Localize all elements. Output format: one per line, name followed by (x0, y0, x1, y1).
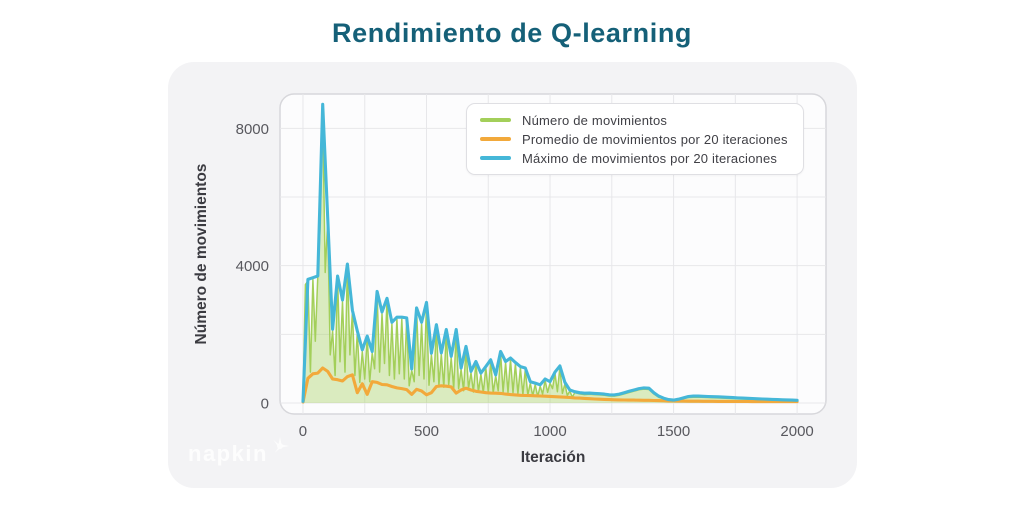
legend-label: Número de movimientos (522, 112, 668, 128)
tick-labels: 0 500 1000 1500 2000 0 4000 8000 (236, 121, 814, 440)
watermark-text: napkin (188, 441, 268, 466)
x-axis-title: Iteración (521, 449, 586, 466)
series-area-numero-de-movimientos (303, 111, 798, 403)
x-tick-label-1000: 1000 (533, 423, 566, 440)
watermark-splash-icon (273, 437, 289, 453)
x-tick-label-500: 500 (414, 423, 439, 440)
y-tick-label-4000: 4000 (236, 258, 269, 275)
series-layer (301, 102, 799, 404)
x-tick-label-2000: 2000 (780, 423, 813, 440)
legend: Número de movimientos Promedio de movimie… (466, 103, 804, 175)
legend-label: Máximo de movimientos por 20 iteraciones (522, 150, 778, 166)
series-line-maximo-de-movimientos (301, 102, 799, 403)
legend-swatch-icon (480, 118, 511, 122)
x-tick-label-1500: 1500 (657, 423, 690, 440)
y-tick-label-0: 0 (261, 396, 269, 413)
y-tick-label-8000: 8000 (236, 121, 269, 138)
chart-title: Rendimiento de Q-learning (331, 18, 693, 48)
legend-swatch-icon (480, 137, 511, 141)
legend-item-0: Número de movimientos (480, 112, 788, 128)
y-axis-title: Número de movimientos (193, 164, 210, 345)
legend-item-1: Promedio de movimientos por 20 iteracion… (480, 131, 788, 147)
watermark: napkin (188, 436, 289, 472)
legend-item-2: Máximo de movimientos por 20 iteraciones (480, 150, 788, 166)
x-tick-label-0: 0 (299, 423, 307, 440)
legend-label: Promedio de movimientos por 20 iteracion… (522, 131, 788, 147)
series-line-promedio-de-movimientos (301, 366, 799, 404)
legend-swatch-icon (480, 156, 511, 160)
